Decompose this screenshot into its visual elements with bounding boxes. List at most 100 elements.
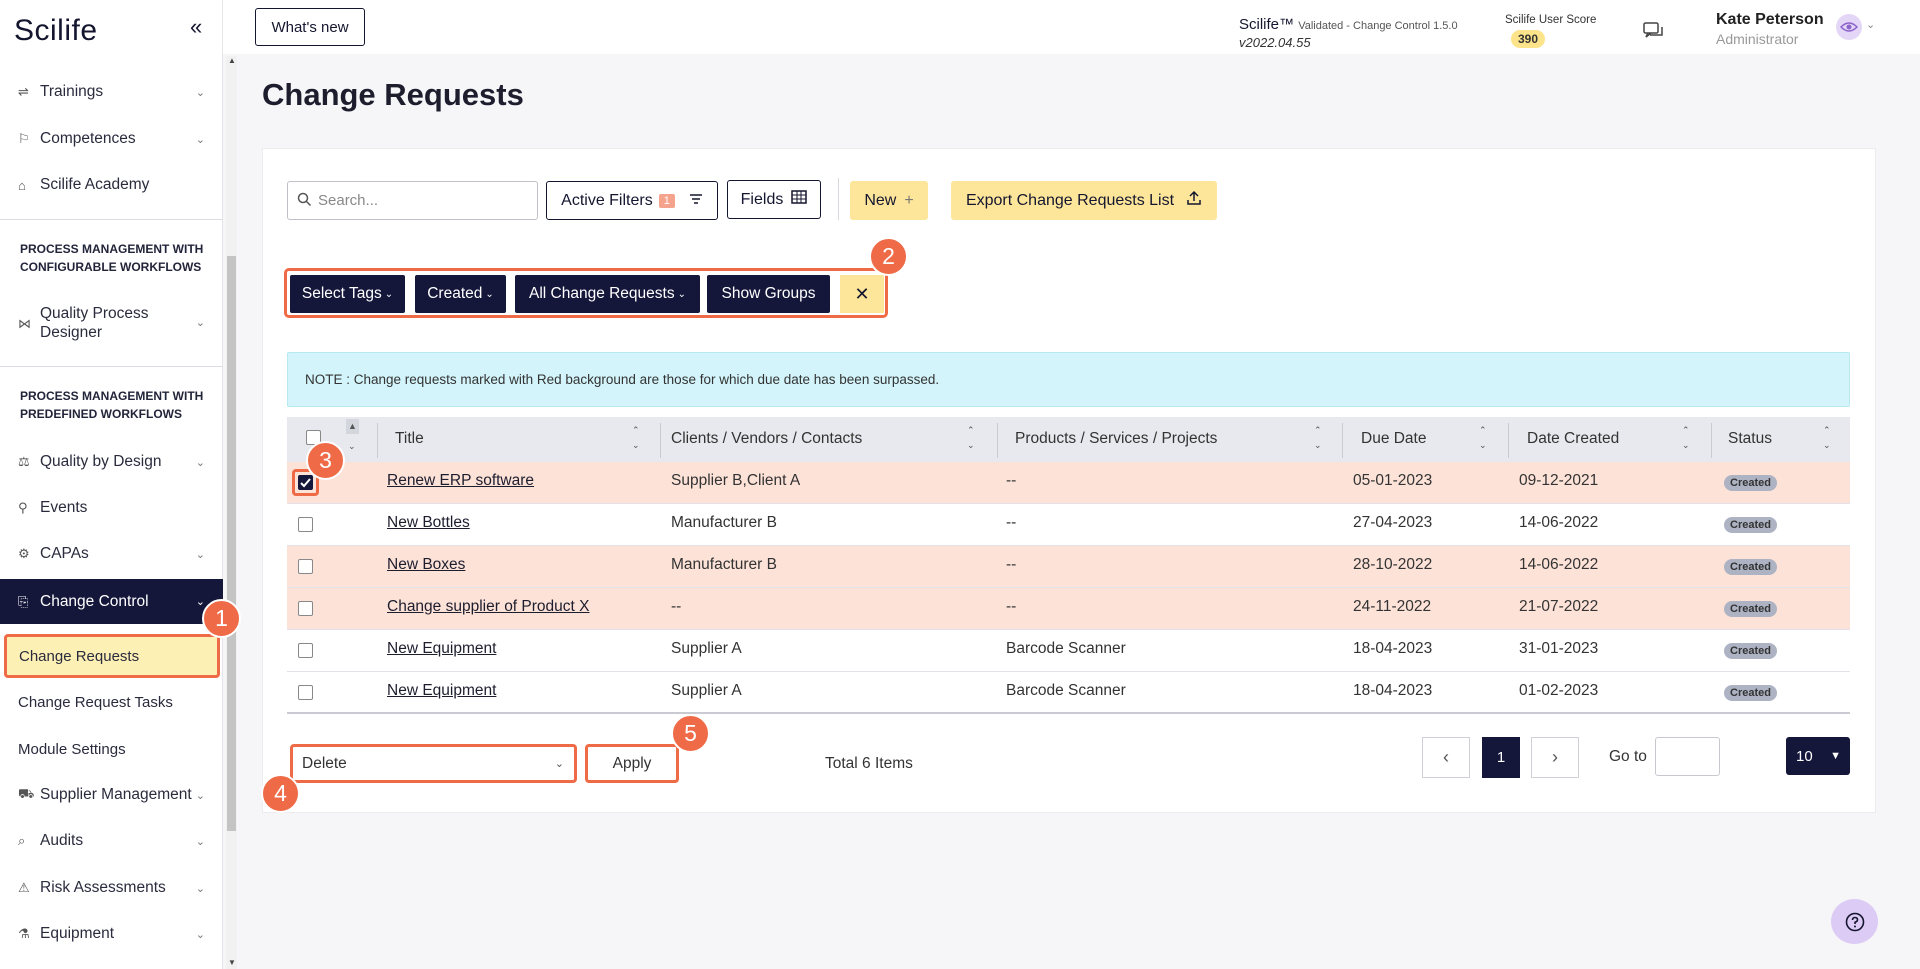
sort-icon[interactable]: ⌃ ⌄ — [1682, 425, 1690, 450]
user-name[interactable]: Kate Peterson — [1716, 11, 1824, 28]
search-input[interactable]: Search... — [287, 181, 538, 220]
sidebar-subitem-change-request-tasks[interactable]: Change Request Tasks — [0, 680, 223, 724]
page-size-select[interactable]: 10 ▼ — [1786, 737, 1850, 775]
scroll-down-icon[interactable]: ▼ — [228, 958, 236, 967]
sidebar-scrollbar[interactable]: ▲ ▼ — [226, 56, 237, 969]
scilife-logo[interactable]: Scilife — [14, 14, 98, 47]
step-marker-2: 2 — [869, 237, 908, 276]
all-change-requests-chip[interactable]: All Change Requests ⌄ — [515, 275, 700, 313]
table-row[interactable]: New Bottles Manufacturer B -- 27-04-2023… — [287, 504, 1850, 546]
fields-button[interactable]: Fields — [727, 180, 821, 219]
sidebar-item-events[interactable]: ⚲ Events — [0, 486, 223, 530]
step-marker-1: 1 — [202, 599, 241, 638]
chevron-down-icon: ⌄ — [195, 133, 205, 146]
sort-down-icon[interactable]: ⌄ — [348, 441, 356, 451]
sidebar-item-quality-process-designer[interactable]: ⋈ Quality Process Designer ⌄ — [0, 295, 223, 351]
row-checkbox[interactable] — [298, 475, 313, 490]
sidebar-item-equipment[interactable]: ⚗ Equipment ⌄ — [0, 912, 223, 956]
audits-icon: ⌕ — [18, 833, 26, 848]
show-groups-chip[interactable]: Show Groups — [707, 275, 830, 313]
bulk-action-select[interactable]: Delete ⌄ — [290, 744, 577, 783]
sidebar-item-quality-by-design[interactable]: ⚖ Quality by Design ⌄ — [0, 440, 223, 484]
table-icon — [791, 190, 808, 209]
table-row[interactable]: Change supplier of Product X -- -- 24-11… — [287, 588, 1850, 630]
sort-icon[interactable]: ⌃ ⌄ — [967, 425, 975, 450]
scroll-up-icon[interactable]: ▲ — [228, 56, 236, 65]
column-divider — [660, 423, 661, 458]
clear-filters-icon[interactable]: ✕ — [840, 275, 884, 313]
column-header-date-created[interactable]: Date Created — [1527, 430, 1620, 447]
sidebar-item-capas[interactable]: ⚙ CAPAs ⌄ — [0, 532, 223, 576]
apply-button[interactable]: Apply — [585, 744, 679, 783]
sidebar-item-supplier-management[interactable]: ⛟ Supplier Management ⌄ — [0, 773, 223, 817]
capas-icon: ⚙ — [18, 546, 30, 561]
filter-count-badge: 1 — [658, 193, 675, 208]
sort-icon[interactable]: ⌃ ⌄ — [1479, 425, 1487, 450]
column-header-status[interactable]: Status — [1728, 430, 1772, 447]
chevron-down-icon: ⌄ — [485, 288, 494, 300]
row-date-created: 21-07-2022 — [1519, 598, 1599, 615]
sidebar-item-risk-assessments[interactable]: ⚠ Risk Assessments ⌄ — [0, 866, 223, 910]
sidebar-item-audits[interactable]: ⌕ Audits ⌄ — [0, 819, 223, 863]
sidebar-subitem-module-settings[interactable]: Module Settings — [0, 727, 223, 771]
sidebar-item-scilife-academy[interactable]: ⌂ Scilife Academy — [0, 163, 223, 207]
row-title-link[interactable]: New Bottles — [387, 514, 470, 531]
column-header-title[interactable]: Title — [395, 430, 424, 447]
scrollbar-thumb[interactable] — [227, 256, 236, 831]
row-checkbox[interactable] — [298, 643, 313, 658]
sidebar-item-change-control[interactable]: ⎘ Change Control ⌄ — [0, 579, 223, 624]
avatar[interactable] — [1836, 14, 1862, 40]
row-checkbox[interactable] — [298, 601, 313, 616]
row-title-link[interactable]: Renew ERP software — [387, 472, 535, 489]
row-products: Barcode Scanner — [1006, 640, 1126, 657]
chevron-down-icon: ⌄ — [195, 789, 205, 802]
chevron-down-icon[interactable]: ⌄ — [1866, 19, 1876, 31]
select-tags-chip[interactable]: Select Tags ⌄ — [290, 275, 405, 313]
prev-page-button[interactable]: ‹ — [1422, 737, 1470, 778]
collapse-sidebar-icon[interactable]: « — [190, 14, 203, 39]
sort-icon[interactable]: ⌃ ⌄ — [1823, 425, 1831, 450]
row-title-link[interactable]: New Equipment — [387, 640, 497, 657]
export-button[interactable]: Export Change Requests List — [951, 181, 1217, 220]
sort-icon[interactable]: ⌃ ⌄ — [632, 425, 640, 450]
goto-page-input[interactable] — [1655, 737, 1720, 776]
next-page-button[interactable]: › — [1531, 737, 1579, 778]
sidebar-subitem-change-requests[interactable]: Change Requests — [4, 634, 220, 678]
row-title-link[interactable]: Change supplier of Product X — [387, 598, 590, 615]
table-row[interactable]: New Equipment Supplier A Barcode Scanner… — [287, 630, 1850, 672]
column-header-clients[interactable]: Clients / Vendors / Contacts — [671, 430, 863, 447]
row-title-link[interactable]: New Equipment — [387, 682, 497, 699]
row-checkbox[interactable] — [298, 517, 313, 532]
sidebar-item-competences[interactable]: ⚐ Competences ⌄ — [0, 117, 223, 161]
column-divider — [1508, 423, 1509, 458]
page-1-button[interactable]: 1 — [1482, 737, 1520, 778]
table-row[interactable]: New Equipment Supplier A Barcode Scanner… — [287, 672, 1850, 714]
status-badge: Created — [1724, 559, 1777, 575]
sort-up-icon[interactable]: ▲ — [346, 419, 359, 434]
row-due-date: 28-10-2022 — [1353, 556, 1433, 573]
goto-label: Go to — [1609, 748, 1647, 765]
whats-new-button[interactable]: What's new — [255, 8, 365, 46]
chat-icon[interactable] — [1643, 22, 1665, 42]
sidebar-item-label: Events — [40, 499, 88, 516]
row-title-link[interactable]: New Boxes — [387, 556, 466, 573]
divider — [0, 366, 223, 367]
active-filters-button[interactable]: Active Filters 1 — [546, 181, 718, 220]
overdue-note: NOTE : Change requests marked with Red b… — [287, 352, 1850, 407]
row-checkbox[interactable] — [298, 685, 313, 700]
help-button[interactable] — [1831, 899, 1878, 944]
table-row[interactable]: Renew ERP software Supplier B,Client A -… — [287, 462, 1850, 504]
sort-icon[interactable]: ⌃ ⌄ — [1314, 425, 1322, 450]
row-checkbox[interactable] — [298, 559, 313, 574]
row-clients: Supplier A — [671, 682, 742, 699]
sidebar-subitem-label: Change Request Tasks — [18, 693, 173, 711]
new-button[interactable]: New + — [850, 181, 928, 220]
sidebar-item-trainings[interactable]: ⇌ Trainings ⌄ — [0, 70, 223, 114]
table-row[interactable]: New Boxes Manufacturer B -- 28-10-2022 1… — [287, 546, 1850, 588]
caret-down-icon: ▼ — [1830, 750, 1841, 762]
column-header-due-date[interactable]: Due Date — [1361, 430, 1427, 447]
status-badge: Created — [1724, 517, 1777, 533]
search-placeholder: Search... — [318, 192, 379, 209]
created-chip[interactable]: Created ⌄ — [415, 275, 506, 313]
column-header-products[interactable]: Products / Services / Projects — [1015, 430, 1218, 447]
